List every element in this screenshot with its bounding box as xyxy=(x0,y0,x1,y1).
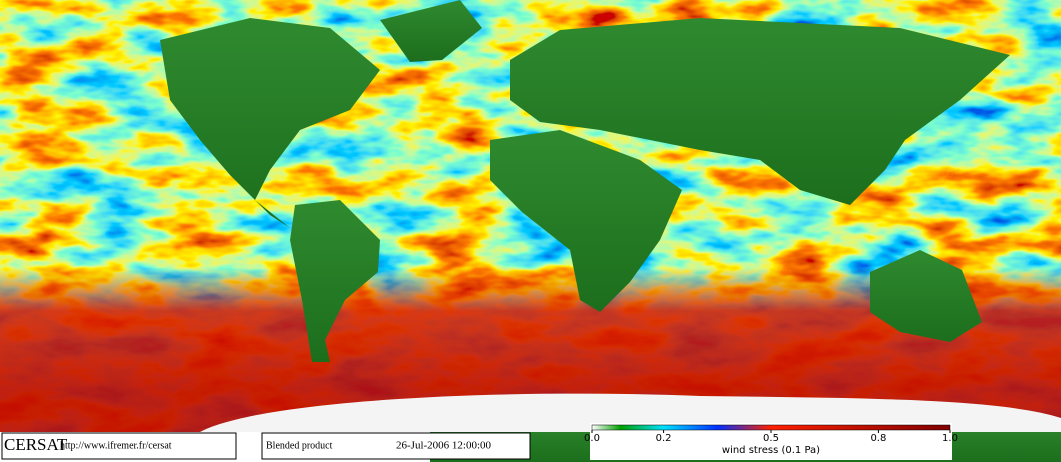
continents xyxy=(160,0,1061,462)
australia xyxy=(870,250,982,342)
logo: CERSAT xyxy=(4,435,68,454)
colorbar-tick-label: 0.0 xyxy=(584,433,600,444)
colorbar-tick-label: 1.0 xyxy=(942,433,958,444)
greenland xyxy=(380,0,482,62)
date: 26-Jul-2006 12:00:00 xyxy=(396,440,492,452)
north-america xyxy=(160,18,380,228)
logo-box xyxy=(1,432,237,460)
colorbar-tick-label: 0.5 xyxy=(763,433,779,444)
url: http://www.ifremer.fr/cersat xyxy=(60,440,172,451)
product: Blended product xyxy=(266,440,333,451)
africa xyxy=(490,130,682,312)
colorbar xyxy=(591,424,951,431)
colorbar-tick-label: 0.8 xyxy=(870,433,886,444)
colorbar-tick-label: 0.2 xyxy=(656,433,672,444)
eurasia xyxy=(510,18,1010,205)
colorbar-label: wind stress (0.1 Pa) xyxy=(722,445,820,456)
info-box xyxy=(261,432,531,460)
antarctica-ice xyxy=(200,393,1061,432)
south-america xyxy=(290,200,380,362)
